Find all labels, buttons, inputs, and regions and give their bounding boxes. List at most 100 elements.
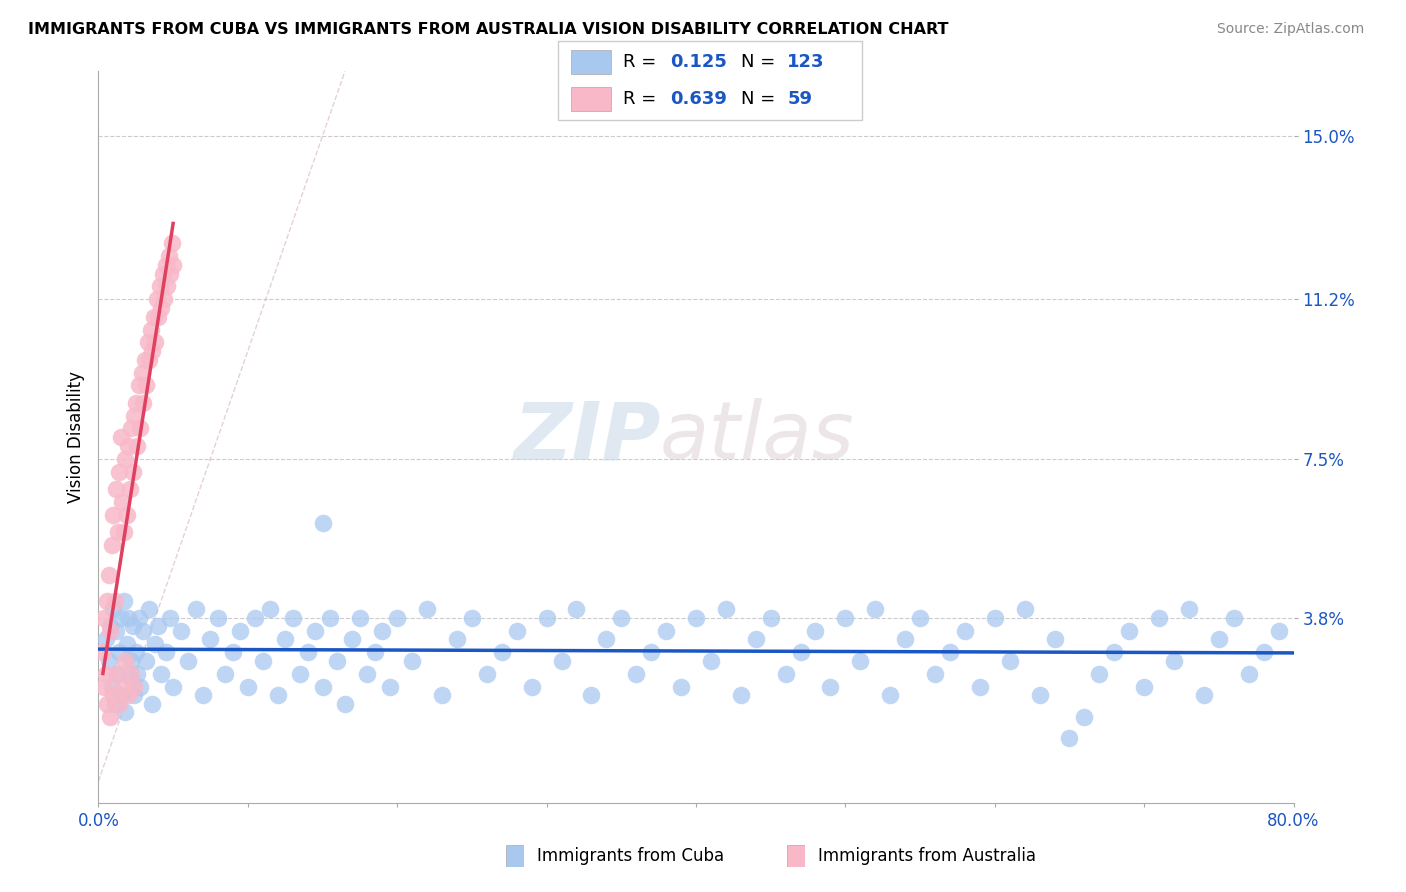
Point	[117, 611, 139, 625]
Point	[274, 632, 297, 647]
Point	[1253, 645, 1275, 659]
Point	[135, 654, 157, 668]
Point	[953, 624, 976, 638]
Text: N =: N =	[741, 53, 780, 70]
Point	[101, 680, 124, 694]
Point	[288, 666, 311, 681]
Point	[349, 611, 371, 625]
Point	[879, 688, 901, 702]
Point	[110, 611, 132, 625]
Point	[304, 624, 326, 638]
Point	[108, 697, 131, 711]
Point	[125, 395, 148, 409]
Bar	[571, 87, 612, 111]
Point	[252, 654, 274, 668]
Point	[595, 632, 617, 647]
Point	[789, 645, 811, 659]
Point	[191, 688, 214, 702]
Point	[118, 671, 141, 685]
Point	[150, 666, 173, 681]
Point	[714, 602, 737, 616]
Point	[138, 602, 160, 616]
Point	[319, 611, 342, 625]
Point	[1073, 710, 1095, 724]
Point	[141, 697, 163, 711]
Point	[121, 465, 143, 479]
Point	[105, 666, 128, 681]
Point	[214, 666, 236, 681]
Point	[184, 602, 207, 616]
Point	[96, 697, 118, 711]
Point	[98, 710, 122, 724]
Point	[141, 344, 163, 359]
Point	[111, 688, 134, 702]
Point	[157, 249, 180, 263]
Point	[364, 645, 387, 659]
Point	[115, 637, 138, 651]
Point	[730, 688, 752, 702]
Text: IMMIGRANTS FROM CUBA VS IMMIGRANTS FROM AUSTRALIA VISION DISABILITY CORRELATION : IMMIGRANTS FROM CUBA VS IMMIGRANTS FROM …	[28, 22, 949, 37]
Point	[103, 688, 125, 702]
Text: Source: ZipAtlas.com: Source: ZipAtlas.com	[1216, 22, 1364, 37]
Point	[117, 439, 139, 453]
Point	[1192, 688, 1215, 702]
Point	[804, 624, 827, 638]
Point	[114, 654, 136, 668]
Point	[1208, 632, 1230, 647]
Point	[356, 666, 378, 681]
Text: 0.639: 0.639	[669, 90, 727, 108]
Point	[159, 611, 181, 625]
Point	[114, 706, 136, 720]
Point	[1237, 666, 1260, 681]
Point	[104, 697, 127, 711]
Point	[908, 611, 931, 625]
Point	[125, 645, 148, 659]
Point	[924, 666, 946, 681]
Point	[520, 680, 543, 694]
Point	[1104, 645, 1126, 659]
Text: Immigrants from Cuba: Immigrants from Cuba	[537, 847, 724, 865]
Point	[129, 680, 152, 694]
Point	[94, 666, 117, 681]
Point	[124, 680, 146, 694]
Point	[98, 619, 122, 633]
Point	[145, 293, 167, 307]
Text: Immigrants from Australia: Immigrants from Australia	[818, 847, 1036, 865]
Point	[148, 310, 170, 324]
Point	[894, 632, 917, 647]
Point	[152, 267, 174, 281]
Point	[385, 611, 409, 625]
Point	[93, 611, 115, 625]
Point	[156, 279, 179, 293]
Point	[101, 538, 124, 552]
Point	[1163, 654, 1185, 668]
Text: N =: N =	[741, 90, 780, 108]
Point	[506, 624, 529, 638]
Point	[135, 378, 157, 392]
Point	[105, 624, 128, 638]
Point	[124, 688, 146, 702]
Point	[148, 619, 170, 633]
Point	[1028, 688, 1050, 702]
Point	[124, 409, 146, 423]
Point	[333, 697, 356, 711]
Point	[104, 593, 127, 607]
Point	[865, 602, 887, 616]
Point	[98, 624, 122, 638]
Point	[97, 567, 120, 582]
Text: ZIP: ZIP	[513, 398, 661, 476]
Text: 123: 123	[787, 53, 825, 70]
Point	[491, 645, 513, 659]
Point	[114, 451, 136, 466]
Point	[1088, 666, 1111, 681]
Point	[127, 666, 149, 681]
Point	[127, 439, 149, 453]
Point	[117, 688, 139, 702]
Point	[103, 602, 125, 616]
Point	[1178, 602, 1201, 616]
Point	[461, 611, 484, 625]
Point	[669, 680, 692, 694]
Point	[775, 666, 797, 681]
Point	[115, 508, 138, 522]
Point	[984, 611, 1007, 625]
